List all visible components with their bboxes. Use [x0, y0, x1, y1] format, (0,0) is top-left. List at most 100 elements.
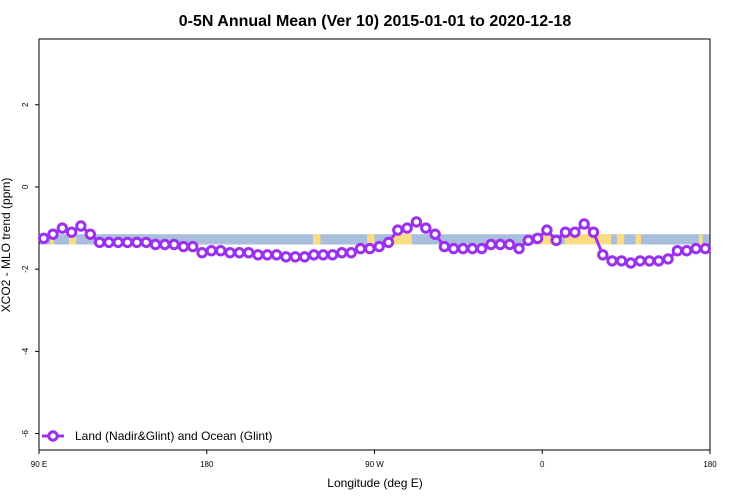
data-point — [354, 242, 367, 255]
land-band-segment — [312, 234, 321, 245]
data-point — [448, 242, 460, 255]
data-point — [75, 220, 87, 232]
data-point — [159, 238, 171, 251]
data-point — [373, 240, 385, 253]
data-point — [205, 245, 218, 257]
data-point — [587, 226, 600, 238]
y-tick-label: -4 — [21, 347, 30, 355]
data-point — [149, 238, 162, 251]
data-point — [597, 249, 609, 261]
y-tick-label: 0 — [21, 184, 30, 189]
data-point — [308, 249, 320, 261]
data-point — [233, 247, 246, 259]
land-band-segment — [393, 234, 412, 245]
data-point — [643, 255, 656, 267]
y-axis: 2 0 -2 -4 -6 — [21, 102, 39, 437]
data-point — [476, 242, 488, 255]
data-point — [382, 236, 395, 249]
data-point — [606, 255, 618, 267]
data-point — [634, 255, 646, 267]
data-point — [336, 247, 348, 259]
data-point — [578, 218, 590, 230]
data-point — [103, 236, 115, 249]
x-axis-label: Longitude (deg E) — [327, 476, 422, 490]
x-tick-label: 180 — [703, 460, 717, 469]
data-point — [215, 245, 227, 257]
data-point — [131, 236, 143, 249]
data-point — [261, 249, 273, 261]
data-point — [681, 245, 693, 257]
data-point — [177, 240, 190, 253]
land-band-segment — [698, 234, 703, 245]
y-axis-label: XCO2 - MLO trend (ppm) — [0, 178, 13, 313]
data-point — [140, 236, 152, 249]
legend-marker-swatch — [47, 430, 59, 442]
data-point — [364, 242, 376, 255]
land-band-segment — [635, 234, 642, 245]
data-point — [243, 247, 255, 259]
data-point — [503, 238, 516, 251]
legend: Land (Nadir&Glint) and Ocean (Glint) — [42, 429, 272, 443]
data-point — [531, 232, 544, 245]
data-point — [662, 253, 674, 265]
data-point — [47, 228, 59, 240]
data-point — [280, 251, 292, 263]
data-point — [317, 249, 329, 261]
data-point — [429, 228, 441, 240]
data-point — [550, 234, 562, 247]
data-point — [270, 249, 283, 261]
land-band-segment — [68, 234, 77, 245]
data-point — [671, 245, 684, 257]
data-point — [224, 247, 236, 259]
data-point — [252, 249, 264, 261]
data-point — [298, 251, 311, 263]
data-point — [168, 238, 180, 251]
data-point — [121, 236, 134, 249]
data-point — [401, 222, 413, 234]
data-point — [569, 226, 581, 238]
data-point — [187, 240, 199, 253]
data-point — [112, 236, 124, 249]
x-tick-label: 90 E — [31, 460, 47, 469]
data-point — [690, 242, 702, 255]
x-tick-label: 90 W — [365, 460, 384, 469]
data-point — [289, 251, 301, 263]
chart-title: 0-5N Annual Mean (Ver 10) 2015-01-01 to … — [179, 13, 572, 30]
legend-label: Land (Nadir&Glint) and Ocean (Glint) — [75, 429, 272, 443]
series-layer — [38, 216, 711, 269]
y-tick-label: 2 — [21, 102, 30, 107]
x-tick-label: 0 — [540, 460, 545, 469]
data-point — [466, 242, 479, 255]
data-point — [65, 226, 78, 238]
data-point — [653, 255, 665, 267]
land-band-segment — [367, 234, 375, 245]
data-point — [420, 222, 432, 234]
data-point — [84, 228, 97, 240]
data-point — [559, 226, 572, 238]
land-band-segment — [564, 234, 584, 245]
data-point — [615, 255, 628, 267]
data-point — [196, 247, 208, 259]
data-point — [485, 238, 497, 251]
land-band-segment — [616, 234, 625, 245]
data-point — [392, 224, 404, 236]
data-point — [326, 249, 339, 261]
land-band-segment — [538, 234, 554, 245]
data-point — [522, 234, 534, 247]
data-point — [699, 242, 711, 255]
data-point — [494, 238, 506, 251]
data-point — [625, 257, 637, 269]
data-point — [513, 242, 525, 255]
y-tick-label: -2 — [21, 265, 30, 273]
data-point — [56, 222, 68, 234]
data-point — [457, 242, 469, 255]
y-tick-label: -6 — [21, 429, 30, 437]
data-point — [541, 224, 553, 236]
x-axis: 90 E 180 90 W 0 180 — [31, 450, 717, 469]
data-point — [438, 240, 451, 253]
data-point — [345, 247, 357, 259]
data-point — [93, 236, 106, 249]
data-point — [410, 216, 423, 228]
data-point — [38, 232, 50, 245]
